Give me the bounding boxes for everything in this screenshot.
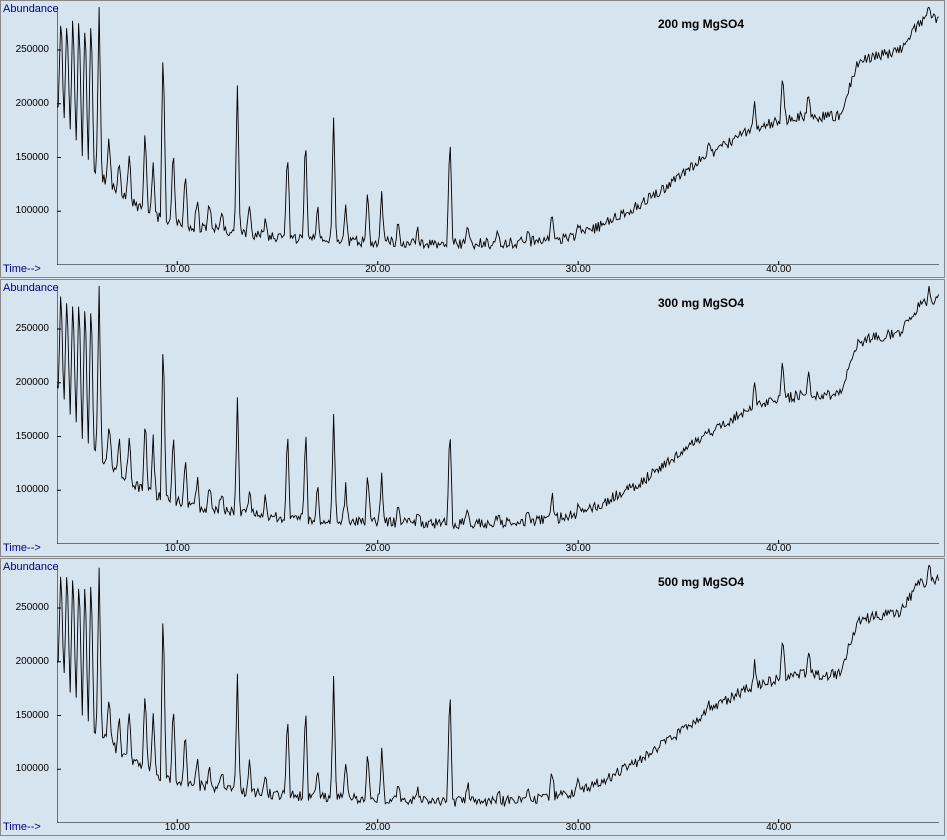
x-tick-label: 10.00 xyxy=(165,264,190,275)
chromatogram-stack: AbundanceTime-->200 mg MgSO4100000150000… xyxy=(0,0,947,836)
x-tick-label: 20.00 xyxy=(365,543,390,554)
y-tick-label: 250000 xyxy=(9,323,49,334)
chromatogram-panel: AbundanceTime-->300 mg MgSO4100000150000… xyxy=(0,279,945,557)
chromatogram-plot xyxy=(57,7,939,265)
y-tick-label: 200000 xyxy=(9,98,49,109)
x-axis-label: Time--> xyxy=(3,263,41,275)
x-tick-label: 20.00 xyxy=(365,264,390,275)
x-tick-label: 20.00 xyxy=(365,822,390,833)
y-axis-label: Abundance xyxy=(3,3,59,15)
x-axis-label: Time--> xyxy=(3,542,41,554)
y-tick-label: 250000 xyxy=(9,44,49,55)
x-tick-label: 30.00 xyxy=(566,822,591,833)
x-tick-label: 40.00 xyxy=(766,543,791,554)
chromatogram-trace xyxy=(57,286,939,529)
y-tick-label: 250000 xyxy=(9,602,49,613)
x-tick-label: 10.00 xyxy=(165,543,190,554)
chromatogram-plot xyxy=(57,286,939,544)
y-tick-label: 150000 xyxy=(9,152,49,163)
chromatogram-trace xyxy=(57,565,939,807)
chromatogram-trace xyxy=(57,7,939,249)
y-tick-label: 200000 xyxy=(9,377,49,388)
y-tick-label: 150000 xyxy=(9,431,49,442)
x-tick-label: 40.00 xyxy=(766,264,791,275)
x-tick-label: 10.00 xyxy=(165,822,190,833)
y-tick-label: 100000 xyxy=(9,484,49,495)
chromatogram-panel: AbundanceTime-->200 mg MgSO4100000150000… xyxy=(0,0,945,278)
y-axis-label: Abundance xyxy=(3,561,59,573)
y-tick-label: 100000 xyxy=(9,763,49,774)
x-tick-label: 30.00 xyxy=(566,543,591,554)
chromatogram-plot xyxy=(57,565,939,823)
y-tick-label: 150000 xyxy=(9,710,49,721)
x-tick-label: 30.00 xyxy=(566,264,591,275)
x-tick-label: 40.00 xyxy=(766,822,791,833)
y-tick-label: 100000 xyxy=(9,205,49,216)
x-axis-label: Time--> xyxy=(3,821,41,833)
y-tick-label: 200000 xyxy=(9,656,49,667)
chromatogram-panel: AbundanceTime-->500 mg MgSO4100000150000… xyxy=(0,558,945,836)
y-axis-label: Abundance xyxy=(3,282,59,294)
